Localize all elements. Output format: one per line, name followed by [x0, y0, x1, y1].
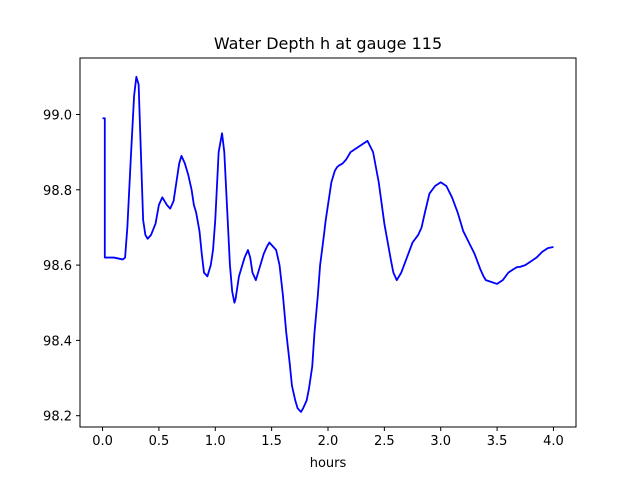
x-tick-label: 2.0 — [318, 434, 339, 449]
y-tick-label: 99.0 — [43, 108, 72, 123]
x-tick-label: 1.5 — [261, 434, 282, 449]
x-tick-label: 3.0 — [430, 434, 451, 449]
chart-title: Water Depth h at gauge 115 — [214, 34, 442, 53]
x-tick-label: 1.0 — [205, 434, 226, 449]
x-tick-label: 0.0 — [92, 434, 113, 449]
water-depth-line — [102, 75, 554, 413]
x-tick-label: 3.5 — [487, 434, 508, 449]
y-tick-label: 98.2 — [43, 410, 72, 425]
y-axis-ticks: 98.2 98.4 98.6 98.8 99.0 — [43, 108, 80, 425]
y-tick-label: 98.4 — [43, 334, 72, 349]
x-tick-label: 2.5 — [374, 434, 395, 449]
x-tick-label: 4.0 — [543, 434, 564, 449]
x-tick-label: 0.5 — [149, 434, 170, 449]
x-axis-title: hours — [310, 456, 347, 471]
y-tick-label: 98.6 — [43, 259, 72, 274]
x-axis-ticks: 0.0 0.5 1.0 1.5 2.0 2.5 3.0 3.5 4.0 — [92, 427, 564, 449]
y-tick-label: 98.8 — [43, 184, 72, 199]
